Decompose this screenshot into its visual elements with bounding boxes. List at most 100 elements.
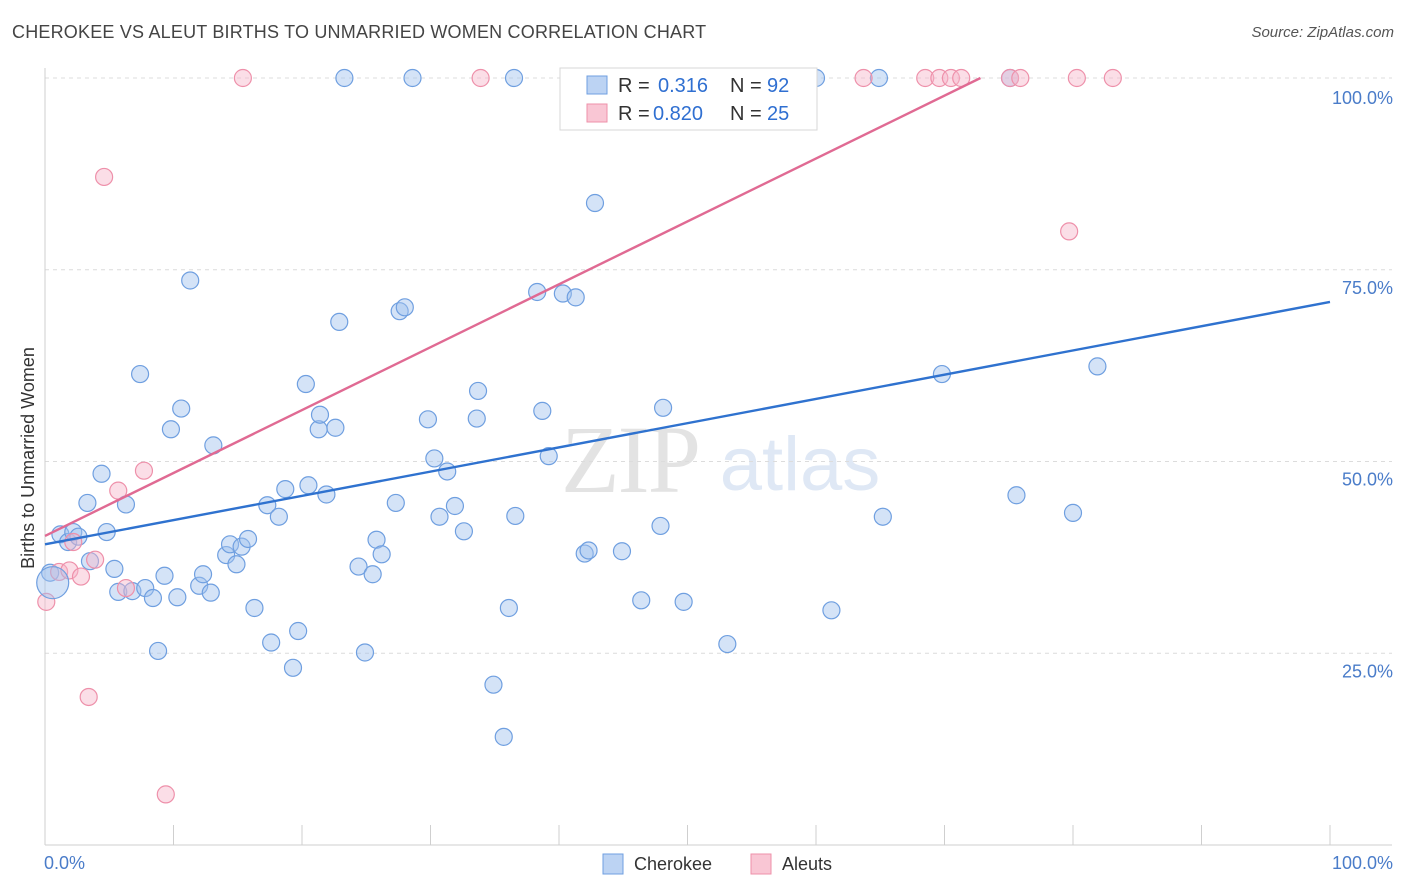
y-tick-label-0: 100.0% — [1332, 88, 1393, 108]
aleuts-point-6 — [86, 550, 105, 569]
legend-swatch-cherokee — [586, 75, 608, 95]
cherokee-point-82 — [718, 634, 737, 654]
aleuts-point-21 — [1011, 68, 1030, 88]
cherokee-point-54 — [403, 68, 422, 88]
cherokee-point-28 — [227, 555, 246, 574]
x-tick-label-1: 100.0% — [1332, 853, 1393, 873]
aleuts-point-4 — [71, 567, 91, 586]
cherokee-point-31 — [245, 598, 264, 618]
cherokee-point-78 — [651, 516, 670, 536]
cherokee-point-56 — [425, 449, 444, 468]
watermark-zip: ZIP — [561, 406, 699, 513]
trend-layer — [44, 76, 1331, 546]
cherokee-point-5 — [78, 493, 97, 513]
cherokee-point-23 — [193, 565, 213, 584]
aleuts-point-9 — [116, 578, 136, 598]
cherokee-point-19 — [168, 588, 187, 607]
cherokee-point-45 — [335, 68, 354, 88]
cherokee-point-79 — [653, 398, 673, 417]
aleuts-point-13 — [471, 68, 490, 88]
cherokee-point-69 — [533, 401, 552, 420]
aleuts-point-15 — [854, 68, 873, 88]
aleuts-point-23 — [1067, 68, 1086, 88]
legend-r-label-1: R = — [618, 103, 650, 125]
axes — [44, 68, 1392, 846]
cherokee-point-47 — [355, 643, 375, 662]
cherokee-point-15 — [143, 588, 163, 608]
cherokee-point-85 — [869, 68, 889, 88]
bottom-legend-label-aleuts: Aleuts — [782, 854, 832, 874]
tick-labels: 100.0% 75.0% 50.0% 25.0% 0.0% 100.0% — [44, 88, 1393, 873]
cherokee-point-16 — [148, 641, 168, 661]
stats-legend: R = 0.316 N = 92 R = 0.820 N = 25 — [559, 67, 818, 131]
cherokee-point-61 — [467, 409, 486, 428]
cherokee-point-36 — [283, 658, 303, 677]
cherokee-point-37 — [289, 621, 308, 641]
aleuts-point-16 — [916, 68, 935, 88]
cherokee-point-66 — [504, 68, 524, 88]
cherokee-point-43 — [326, 418, 345, 437]
y-tick-label-3: 25.0% — [1342, 661, 1393, 681]
legend-r-label-0: R = — [618, 75, 650, 97]
x-tick-label-0: 0.0% — [44, 853, 85, 873]
cherokee-point-89 — [1007, 486, 1026, 505]
cherokee-point-14 — [136, 578, 155, 598]
cherokee-point-17 — [155, 566, 174, 585]
aleuts-point-22 — [1060, 222, 1079, 241]
cherokee-point-24 — [201, 583, 220, 602]
cherokee-point-22 — [190, 576, 209, 595]
watermark-atlas: atlas — [720, 422, 881, 507]
cherokee-point-62 — [468, 381, 488, 401]
cherokee-point-70 — [539, 447, 558, 466]
cherokee-point-41 — [310, 405, 330, 424]
cherokee-point-48 — [363, 565, 382, 584]
cherokee-point-84 — [822, 601, 841, 620]
cherokee-point-86 — [873, 507, 892, 526]
cherokee-point-53 — [395, 298, 414, 317]
y-tick-label-1: 75.0% — [1342, 278, 1393, 298]
legend-r-value-0: 0.316 — [658, 75, 708, 97]
cherokee-point-9 — [105, 559, 124, 578]
cherokee-point-65 — [499, 598, 518, 618]
grid-lines — [45, 77, 1392, 654]
cherokee-point-72 — [566, 288, 585, 307]
legend-n-value-0: 92 — [767, 75, 789, 97]
aleuts-point-18 — [941, 68, 961, 88]
cherokee-point-46 — [349, 557, 368, 576]
cherokee-point-21 — [181, 271, 200, 290]
legend-n-label-0: N = — [730, 75, 762, 97]
cherokee-point-60 — [454, 522, 474, 541]
cherokee-point-42 — [317, 485, 336, 504]
bottom-legend-swatch-cherokee — [602, 853, 624, 875]
cherokee-point-33 — [262, 633, 281, 652]
series-legend: Cherokee Aleuts — [602, 853, 832, 875]
aleuts-point-3 — [64, 532, 83, 552]
bottom-legend-label-cherokee: Cherokee — [634, 854, 712, 874]
cherokee-point-63 — [484, 675, 503, 694]
y-tick-label-2: 50.0% — [1342, 470, 1393, 490]
aleuts-point-12 — [233, 68, 252, 88]
cherokee-point-13 — [130, 364, 150, 384]
cherokee-point-80 — [674, 592, 693, 611]
y-axis-label: Births to Unmarried Women — [18, 347, 38, 569]
cherokee-point-7 — [92, 464, 111, 483]
cherokee-trend-line — [44, 300, 1331, 546]
cherokee-point-76 — [612, 542, 632, 561]
cherokee-point-57 — [430, 507, 449, 526]
chart-title: CHEROKEE VS ALEUT BIRTHS TO UNMARRIED WO… — [12, 22, 707, 42]
cherokee-point-91 — [1088, 357, 1107, 376]
aleuts-point-10 — [134, 461, 154, 480]
cherokee-point-34 — [269, 507, 288, 526]
cherokee-point-27 — [220, 535, 240, 554]
aleuts-point-11 — [156, 785, 175, 804]
cherokee-point-30 — [238, 529, 258, 549]
legend-swatch-aleuts — [586, 103, 608, 123]
cherokee-point-59 — [445, 496, 465, 516]
cherokee-point-38 — [296, 374, 315, 394]
cherokee-point-64 — [494, 727, 513, 746]
legend-r-value-1: 0.820 — [653, 103, 703, 125]
legend-n-value-1: 25 — [767, 103, 789, 125]
aleuts-point-20 — [1000, 68, 1020, 88]
aleuts-point-7 — [95, 167, 114, 187]
